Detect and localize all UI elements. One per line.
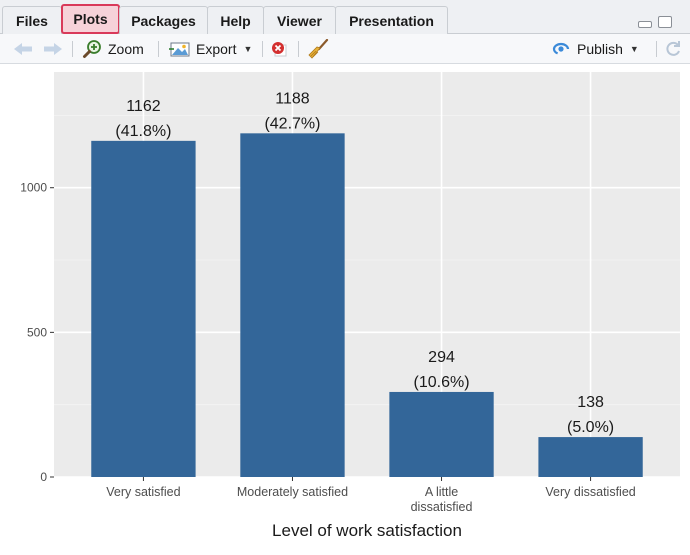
publish-caret-icon: ▼ [629, 43, 639, 54]
refresh-button[interactable] [664, 34, 682, 63]
x-tick-label: Moderately satisfied [237, 485, 348, 499]
bar-value-label: 1188 [275, 90, 310, 107]
bar-value-label: 138 [577, 394, 604, 411]
export-caret-icon: ▼ [243, 43, 253, 54]
back-button[interactable] [12, 34, 34, 63]
tab-bar: Files Plots Packages Help Viewer Present… [0, 0, 690, 34]
toolbar-separator [298, 41, 299, 57]
toolbar-separator [72, 41, 73, 57]
toolbar-separator [158, 41, 159, 57]
x-tick-label: A little [425, 485, 458, 499]
bar-moderately-satisfied [240, 133, 345, 477]
plot-area: 1162 (41.8%) 1188 (42.7%) 294 (10.6%) 138 (5.0%… [0, 64, 690, 550]
forward-button[interactable] [42, 34, 64, 63]
tab-viewer-label: Viewer [277, 12, 322, 29]
bar-value-label: 1162 [126, 98, 161, 115]
zoom-icon [83, 39, 101, 58]
x-tick-label: Very dissatisfied [545, 485, 635, 499]
y-tick-label: 0 [40, 470, 47, 484]
tab-plots[interactable]: Plots [61, 4, 120, 34]
bar-value-label: 294 [428, 349, 455, 366]
tab-packages-label: Packages [131, 12, 196, 29]
export-button[interactable]: Export ▼ [168, 34, 252, 63]
zoom-button[interactable]: Zoom [82, 34, 144, 63]
tab-viewer[interactable]: Viewer [263, 6, 336, 34]
bar-percent-label: (10.6%) [414, 374, 470, 391]
y-tick-label: 500 [27, 325, 47, 339]
toolbar-separator [656, 41, 657, 57]
tab-files-label: Files [16, 12, 48, 29]
bar-percent-label: (5.0%) [567, 419, 614, 436]
bar-percent-label: (41.8%) [115, 123, 171, 140]
maximize-pane-icon[interactable] [658, 16, 672, 28]
toolbar-separator [262, 41, 263, 57]
publish-label: Publish [577, 40, 623, 57]
y-tick-label: 1000 [20, 181, 47, 195]
tab-plots-label: Plots [73, 11, 108, 27]
tab-files[interactable]: Files [2, 6, 62, 34]
remove-plot-icon [272, 41, 287, 56]
back-arrow-icon [14, 42, 32, 55]
tab-packages[interactable]: Packages [119, 6, 208, 34]
tab-presentation[interactable]: Presentation [335, 6, 448, 34]
plots-toolbar: Zoom Export ▼ [0, 34, 690, 64]
bar-very-dissatisfied [538, 437, 643, 477]
minimize-pane-icon[interactable] [638, 21, 652, 28]
tab-help[interactable]: Help [207, 6, 264, 34]
bar-percent-label: (42.7%) [264, 115, 320, 132]
x-axis-title: Level of work satisfaction [272, 521, 462, 540]
export-label: Export [196, 40, 237, 57]
bar-a-little-dissatisfied [389, 391, 494, 477]
forward-arrow-icon [44, 42, 62, 55]
x-tick-label: dissatisfied [411, 500, 473, 514]
tab-presentation-label: Presentation [349, 12, 434, 29]
clear-all-button[interactable] [308, 34, 330, 63]
bar-very-satisfied [91, 140, 196, 477]
publish-button[interactable]: Publish ▼ [551, 34, 639, 63]
publish-icon [552, 42, 570, 55]
tab-help-label: Help [220, 12, 251, 29]
x-tick-label: Very satisfied [106, 485, 180, 499]
clear-all-broom-icon [308, 38, 329, 59]
refresh-icon [666, 40, 680, 56]
bar-chart: 1162 (41.8%) 1188 (42.7%) 294 (10.6%) 138 (5.0%… [20, 72, 680, 540]
zoom-label: Zoom [108, 40, 144, 57]
export-icon [169, 42, 190, 56]
remove-plot-button[interactable] [270, 34, 288, 63]
